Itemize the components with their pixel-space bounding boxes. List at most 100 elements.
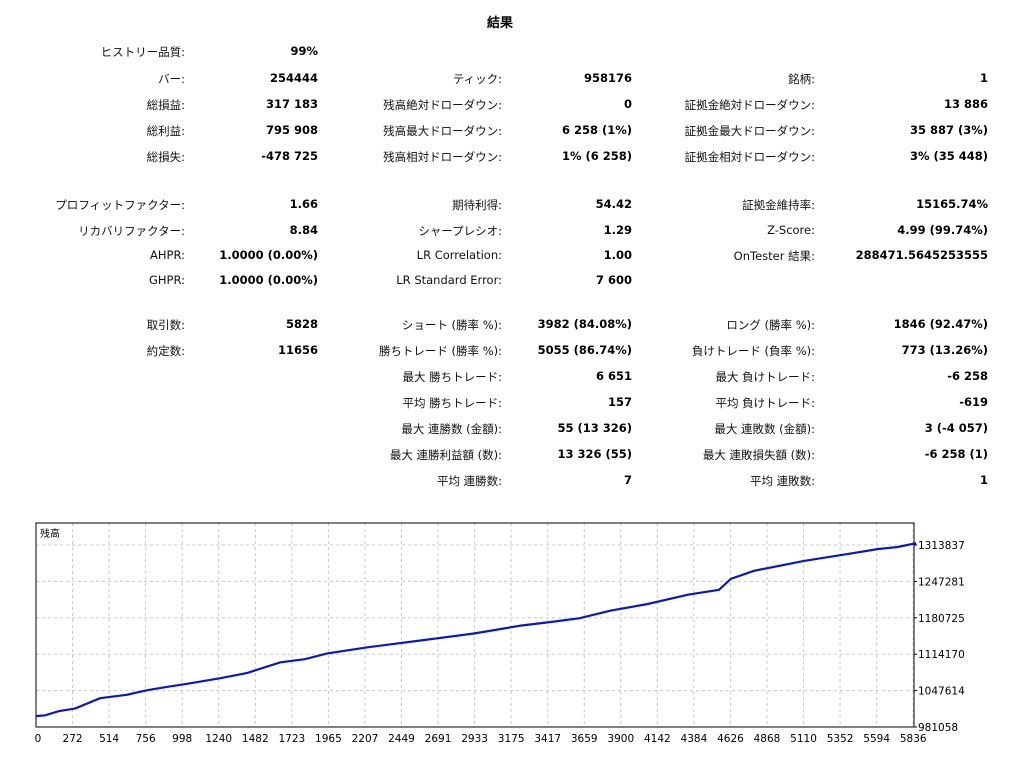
stats-row: 約定数: 11656 勝ちトレード (勝率 %): 5055 (86.74%) 負けトレ… — [0, 343, 1000, 363]
stat-label: OnTester 結果: — [733, 249, 815, 263]
x-tick-label: 1240 — [205, 733, 232, 745]
stat-label: 平均 連敗数: — [749, 474, 815, 488]
stat-value: 13 326 (55) — [557, 447, 632, 461]
stat-value: 5055 (86.74%) — [537, 343, 632, 357]
stat-value: 1% (6 258) — [561, 149, 632, 163]
stat-value: -6 258 (1) — [924, 447, 988, 461]
stat-label: 最大 負けトレード: — [715, 370, 815, 384]
x-tick-label: 2691 — [425, 733, 452, 745]
stat-value: 13 886 — [943, 97, 988, 111]
stat-label: 証拠金最大ドローダウン: — [684, 124, 815, 138]
stat-label: 最大 連勝数 (金額): — [401, 422, 502, 436]
x-tick-label: 4868 — [754, 733, 781, 745]
y-tick-label: 1114170 — [918, 649, 965, 661]
stat-value: -619 — [959, 395, 988, 409]
stat-label: 証拠金維持率: — [742, 198, 815, 212]
stat-label: ティック: — [452, 72, 502, 86]
stat-label: LR Correlation: — [416, 248, 502, 262]
x-tick-label: 4142 — [644, 733, 671, 745]
stat-value: 15165.74% — [916, 197, 988, 211]
stat-value: 1.00 — [603, 248, 632, 262]
stats-row: GHPR: 1.0000 (0.00%) LR Standard Error: 7 6… — [0, 273, 1000, 293]
stat-label: 総損益: — [146, 98, 185, 112]
balance-line — [35, 542, 917, 718]
stat-label: 総損失: — [146, 150, 185, 164]
stat-value: 7 — [623, 473, 632, 487]
stat-value: 99% — [290, 44, 318, 58]
stat-value: 3 (-4 057) — [924, 421, 988, 435]
x-tick-label: 3659 — [571, 733, 598, 745]
y-tick-label: 1047614 — [918, 686, 965, 698]
stats-row: 最大 勝ちトレード: 6 651 最大 負けトレード: -6 258 — [0, 369, 1000, 389]
stat-value: 3982 (84.08%) — [537, 317, 632, 331]
x-tick-label: 1482 — [242, 733, 269, 745]
x-tick-label: 5836 — [900, 733, 927, 745]
x-tick-label: 514 — [99, 733, 119, 745]
stat-label: 平均 負けトレード: — [715, 396, 815, 410]
stat-value: 795 908 — [265, 123, 318, 137]
report-title: 結果 — [486, 16, 513, 31]
x-tick-label: 2207 — [352, 733, 379, 745]
stat-value: 1.0000 (0.00%) — [219, 273, 318, 287]
stat-value: 1.66 — [289, 197, 318, 211]
stat-label: Z-Score: — [767, 223, 815, 237]
stat-label: 取引数: — [146, 318, 185, 332]
stat-value: 55 (13 326) — [557, 421, 632, 435]
stat-value: 958176 — [583, 71, 632, 85]
x-tick-label: 4626 — [717, 733, 744, 745]
stat-value: 1.0000 (0.00%) — [219, 248, 318, 262]
stat-value: 4.99 (99.74%) — [897, 223, 988, 237]
x-tick-label: 998 — [172, 733, 192, 745]
stats-row: 総損益: 317 183 残高絶対ドローダウン: 0 証拠金絶対ドローダウン: 13 88… — [0, 97, 1000, 117]
stat-value: 288471.5645253555 — [855, 248, 988, 262]
x-tick-label: 5110 — [790, 733, 817, 745]
stat-value: 1 — [979, 71, 988, 85]
stat-value: -478 725 — [261, 149, 318, 163]
y-tick-label: 1180725 — [918, 613, 965, 625]
stat-value: 1 — [979, 473, 988, 487]
stat-label: リカバリファクター: — [78, 224, 185, 238]
y-tick-label: 981058 — [918, 722, 958, 734]
stat-value: 35 887 (3%) — [909, 123, 988, 137]
x-tick-label: 2449 — [388, 733, 415, 745]
stat-label: 勝ちトレード (勝率 %): — [378, 344, 502, 358]
stat-label: 最大 連敗数 (金額): — [714, 422, 815, 436]
stat-label: 残高相対ドローダウン: — [383, 150, 502, 164]
stat-value: -6 258 — [947, 369, 988, 383]
stats-row: プロフィットファクター: 1.66 期待利得: 54.42 証拠金維持率: 15165.7… — [0, 197, 1000, 217]
x-tick-label: 3175 — [498, 733, 525, 745]
chart-title: 残高 — [40, 527, 60, 540]
x-tick-label: 3417 — [534, 733, 561, 745]
stats-row: 平均 勝ちトレード: 157 平均 負けトレード: -619 — [0, 395, 1000, 415]
stat-value: 1.29 — [603, 223, 632, 237]
stat-label: 証拠金相対ドローダウン: — [684, 150, 815, 164]
x-tick-label: 5594 — [863, 733, 890, 745]
stats-row: AHPR: 1.0000 (0.00%) LR Correlation: 1.00 On… — [0, 248, 1000, 268]
stat-label: ヒストリー品質: — [100, 45, 185, 59]
x-tick-label: 1723 — [278, 733, 305, 745]
y-tick-label: 1313837 — [918, 540, 965, 552]
stat-label: シャープレシオ: — [418, 224, 502, 238]
plot-border — [35, 522, 915, 728]
stat-label: 残高絶対ドローダウン: — [383, 98, 502, 112]
stat-label: ロング (勝率 %): — [726, 318, 815, 332]
x-tick-label: 0 — [35, 733, 42, 745]
stats-row: 最大 連勝数 (金額): 55 (13 326) 最大 連敗数 (金額): 3 (-4… — [0, 421, 1000, 441]
stats-row: バー: 254444 ティック: 958176 銘柄: 1 — [0, 71, 1000, 91]
x-tick-label: 1965 — [315, 733, 342, 745]
stat-label: プロフィットファクター: — [55, 198, 185, 212]
stat-value: 11656 — [277, 343, 318, 357]
stat-value: 6 651 — [595, 369, 632, 383]
stats-row: 平均 連勝数: 7 平均 連敗数: 1 — [0, 473, 1000, 493]
x-tick-label: 272 — [63, 733, 83, 745]
stat-label: 最大 連勝利益額 (数): — [389, 448, 502, 462]
stat-label: 残高最大ドローダウン: — [383, 124, 502, 138]
stat-value: 1846 (92.47%) — [893, 317, 988, 331]
stats-row: 最大 連勝利益額 (数): 13 326 (55) 最大 連敗損失額 (数): -6 … — [0, 447, 1000, 467]
stat-label: 最大 勝ちトレード: — [402, 370, 502, 384]
stat-label: GHPR: — [148, 273, 185, 287]
stat-label: 総利益: — [146, 124, 185, 138]
x-tick-label: 3900 — [607, 733, 634, 745]
x-tick-label: 4384 — [681, 733, 708, 745]
stat-value: 3% (35 448) — [909, 149, 988, 163]
